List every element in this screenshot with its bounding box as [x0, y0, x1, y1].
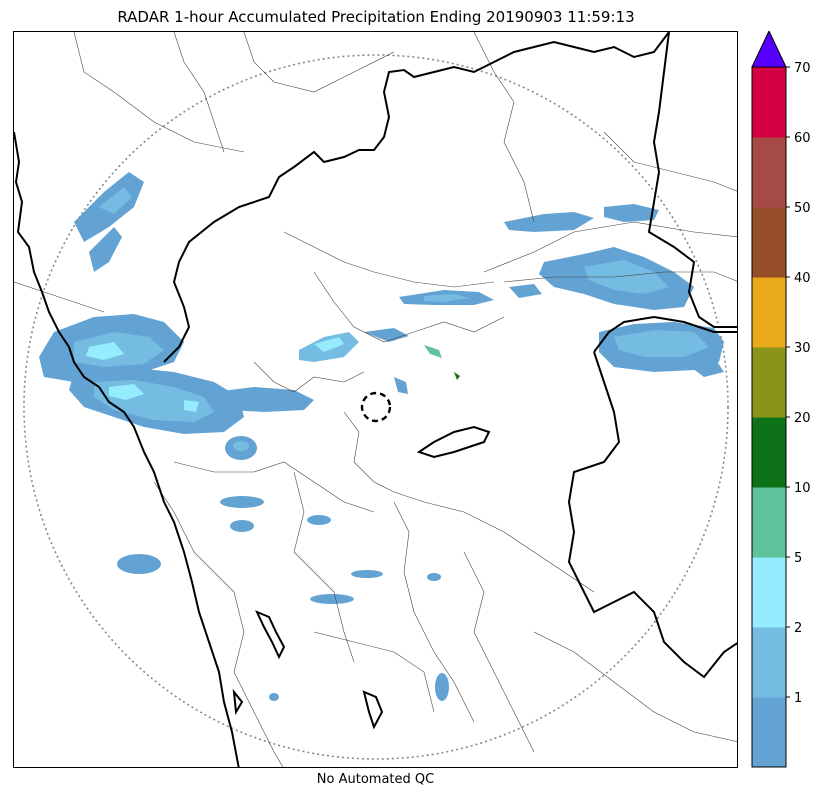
- colorbar-bin: [752, 487, 786, 558]
- colorbar-tick-label: 30: [794, 341, 811, 356]
- district-boundary: [233, 591, 284, 767]
- colorbar-tick-label: 1: [794, 691, 802, 706]
- precip-cell: [310, 594, 354, 604]
- district-boundary: [473, 32, 535, 223]
- district-boundary: [173, 32, 225, 153]
- district-boundary: [313, 631, 435, 713]
- precip-cell: [89, 227, 122, 272]
- precip-cell: [364, 328, 409, 342]
- colorbar-bin: [752, 67, 786, 138]
- precip-cell: [454, 372, 460, 380]
- district-boundary: [253, 361, 365, 393]
- precip-cell: [604, 204, 659, 222]
- precip-cell: [99, 187, 132, 214]
- colorbar: 1 2 5 10 20 30 40 50 60 70: [751, 31, 821, 771]
- colorbar-tick-label: 40: [794, 271, 811, 286]
- precip-cell: [509, 284, 542, 298]
- precip-cell: [314, 337, 344, 352]
- precip-cell: [424, 345, 442, 358]
- colorbar-bin: [752, 557, 786, 628]
- district-boundary: [313, 271, 505, 343]
- district-boundary: [283, 231, 495, 288]
- colorbar-bin: [752, 697, 786, 768]
- district-boundary: [243, 32, 395, 93]
- precip-cell: [230, 520, 254, 532]
- precip-cell: [214, 387, 314, 412]
- radar-map[interactable]: [13, 31, 738, 768]
- precip-cell: [109, 384, 199, 412]
- colorbar-tick-label: 20: [794, 411, 811, 426]
- state-border: [593, 315, 737, 353]
- district-boundary: [73, 32, 245, 153]
- colorbar-extend-triangle: [751, 31, 787, 68]
- colorbar-bin: [752, 347, 786, 418]
- district-boundary: [463, 551, 535, 753]
- coastline: [14, 131, 240, 767]
- precip-cell: [117, 554, 161, 574]
- precip-cell: [220, 496, 264, 508]
- state-border: [255, 610, 286, 660]
- colorbar-bin: [752, 277, 786, 348]
- district-boundary: [14, 281, 105, 313]
- colorbar-bin: [752, 207, 786, 278]
- district-boundary: [423, 501, 595, 593]
- precip-cell: [424, 294, 469, 302]
- precip-cell: [233, 441, 249, 451]
- district-boundary: [483, 221, 737, 273]
- state-border: [362, 690, 384, 730]
- map-canvas: [14, 32, 737, 767]
- district-boundary: [603, 131, 737, 192]
- precip-cell: [269, 693, 279, 701]
- precip-cell: [684, 357, 724, 377]
- radar-site-marker: [360, 391, 392, 423]
- colorbar-tick-label: 2: [794, 621, 802, 636]
- colorbar-tick-label: 5: [794, 551, 802, 566]
- range-ring: [23, 54, 729, 760]
- precip-cell: [614, 330, 709, 357]
- colorbar-tick-label: 60: [794, 131, 811, 146]
- state-border: [567, 351, 737, 679]
- district-boundary: [173, 461, 375, 513]
- precip-cell: [435, 673, 449, 701]
- precipitation-echoes: [39, 172, 724, 701]
- district-boundary: [533, 631, 737, 742]
- state-border: [647, 32, 737, 328]
- colorbar-bin: [752, 627, 786, 698]
- state-boundaries: [14, 32, 737, 767]
- precip-cell: [307, 515, 331, 525]
- district-boundary: [393, 501, 475, 723]
- state-border: [232, 688, 244, 716]
- colorbar-bin: [752, 137, 786, 208]
- district-boundary: [343, 411, 425, 503]
- state-border: [163, 32, 670, 363]
- colorbar-tick-label: 50: [794, 201, 811, 216]
- precip-cell: [584, 260, 669, 294]
- colorbar-tick-label: 10: [794, 481, 811, 496]
- qc-note: No Automated QC: [316, 772, 435, 787]
- district-boundary: [153, 481, 235, 593]
- colorbar-canvas: 1 2 5 10 20 30 40 50 60 70: [751, 31, 811, 768]
- state-border: [416, 425, 491, 459]
- precip-cell: [394, 377, 408, 394]
- map-title: RADAR 1-hour Accumulated Precipitation E…: [117, 8, 635, 26]
- district-boundary: [293, 471, 355, 663]
- colorbar-tick-label: 70: [794, 61, 811, 76]
- precip-cell: [351, 570, 383, 578]
- colorbar-bin: [752, 417, 786, 488]
- district-boundary: [503, 271, 737, 283]
- precip-cell: [504, 212, 594, 232]
- precip-cell: [86, 342, 124, 360]
- precip-cell: [427, 573, 441, 581]
- district-boundaries: [14, 32, 737, 767]
